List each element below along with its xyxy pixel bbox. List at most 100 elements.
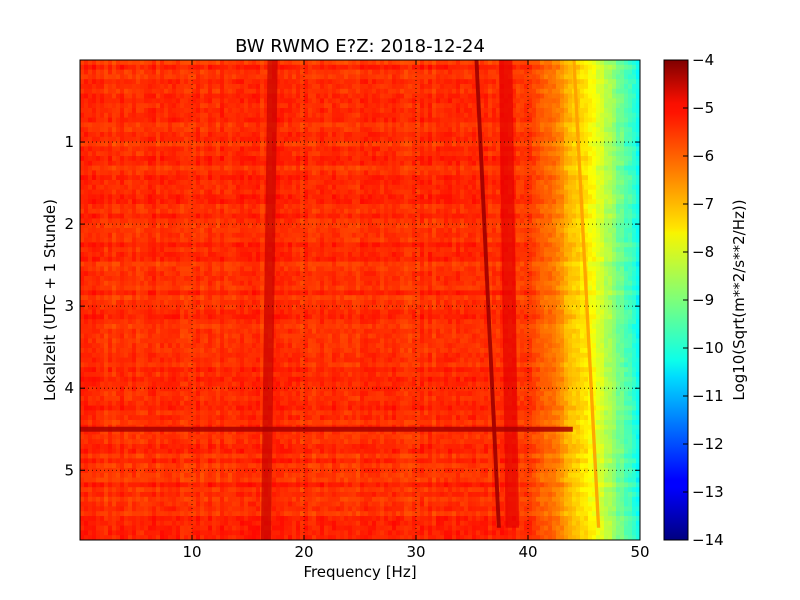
- heatmap-cell: [224, 132, 229, 138]
- heatmap-cell: [124, 458, 129, 464]
- heatmap-cell: [164, 156, 169, 162]
- heatmap-cell: [204, 60, 209, 66]
- heatmap-cell: [260, 204, 265, 210]
- heatmap-cell: [164, 64, 169, 71]
- heatmap-cell: [252, 520, 257, 527]
- heatmap-cell: [116, 199, 121, 205]
- heatmap-cell: [200, 496, 205, 503]
- heatmap-cell: [248, 434, 253, 440]
- heatmap-cell: [152, 295, 157, 301]
- heatmap-cell: [124, 213, 129, 219]
- heatmap-cell: [120, 242, 125, 248]
- heatmap-cell: [244, 237, 249, 243]
- heatmap-cell: [176, 69, 181, 75]
- heatmap-cell: [216, 439, 221, 445]
- heatmap-cell: [188, 160, 193, 167]
- heatmap-cell: [196, 146, 201, 152]
- heatmap-cell: [160, 405, 165, 411]
- heatmap-cell: [228, 237, 233, 243]
- heatmap-cell: [200, 362, 205, 368]
- heatmap-cell: [80, 314, 85, 320]
- heatmap-cell: [212, 151, 217, 157]
- heatmap-cell: [248, 84, 253, 90]
- heatmap-cell: [144, 136, 149, 143]
- heatmap-cell: [120, 381, 125, 387]
- heatmap-cell: [168, 204, 173, 210]
- heatmap-cell: [204, 463, 209, 469]
- heatmap-cell: [100, 290, 105, 296]
- heatmap-cell: [132, 74, 137, 80]
- heatmap-cell: [248, 396, 253, 402]
- heatmap-cell: [248, 525, 253, 531]
- heatmap-cell: [200, 108, 205, 114]
- heatmap-cell: [84, 328, 89, 335]
- heatmap-cell: [172, 151, 177, 157]
- heatmap-cell: [248, 520, 253, 527]
- heatmap-cell: [228, 516, 233, 522]
- heatmap-cell: [244, 429, 249, 435]
- heatmap-cell: [164, 463, 169, 469]
- heatmap-cell: [88, 496, 93, 503]
- heatmap-cell: [208, 84, 213, 90]
- heatmap-cell: [88, 448, 93, 455]
- heatmap-cell: [164, 506, 169, 512]
- heatmap-cell: [256, 501, 261, 507]
- heatmap-cell: [112, 74, 117, 80]
- heatmap-cell: [112, 468, 117, 474]
- heatmap-cell: [256, 127, 261, 133]
- heatmap-cell: [112, 290, 117, 296]
- heatmap-cell: [228, 108, 233, 114]
- heatmap-cell: [80, 376, 85, 383]
- heatmap-cell: [260, 180, 265, 186]
- heatmap-cell: [136, 314, 141, 320]
- heatmap-cell: [104, 453, 109, 459]
- heatmap-cell: [224, 60, 229, 66]
- heatmap-cell: [172, 458, 177, 464]
- heatmap-cell: [248, 468, 253, 474]
- heatmap-cell: [140, 338, 145, 344]
- heatmap-cell: [120, 348, 125, 354]
- heatmap-cell: [160, 175, 165, 181]
- heatmap-cell: [120, 69, 125, 75]
- heatmap-cell: [136, 199, 141, 205]
- heatmap-cell: [200, 376, 205, 383]
- heatmap-cell: [160, 242, 165, 248]
- heatmap-cell: [240, 516, 245, 522]
- heatmap-cell: [84, 146, 89, 152]
- heatmap-cell: [204, 343, 209, 349]
- heatmap-cell: [192, 242, 197, 248]
- heatmap-cell: [148, 472, 153, 479]
- heatmap-cell: [108, 348, 113, 354]
- heatmap-cell: [160, 88, 165, 95]
- heatmap-cell: [168, 439, 173, 445]
- heatmap-cell: [144, 328, 149, 335]
- heatmap-cell: [252, 410, 257, 416]
- heatmap-cell: [216, 516, 221, 522]
- heatmap-cell: [176, 228, 181, 234]
- heatmap-cell: [136, 472, 141, 479]
- heatmap-cell: [252, 516, 257, 522]
- heatmap-cell: [164, 535, 169, 540]
- heatmap-cell: [228, 410, 233, 416]
- heatmap-cell: [104, 74, 109, 80]
- heatmap-cell: [188, 357, 193, 363]
- heatmap-cell: [236, 448, 241, 455]
- heatmap-cell: [144, 261, 149, 267]
- heatmap-cell: [104, 530, 109, 536]
- heatmap-cell: [96, 290, 101, 296]
- heatmap-cell: [136, 468, 141, 474]
- heatmap-cell: [228, 189, 233, 195]
- heatmap-cell: [96, 501, 101, 507]
- heatmap-cell: [92, 165, 97, 171]
- heatmap-cell: [188, 396, 193, 402]
- heatmap-cell: [180, 309, 185, 315]
- heatmap-cell: [260, 189, 265, 195]
- heatmap-cell: [108, 218, 113, 224]
- heatmap-cell: [228, 496, 233, 503]
- heatmap-cell: [140, 343, 145, 349]
- heatmap-cell: [172, 208, 177, 215]
- heatmap-cell: [148, 400, 153, 407]
- heatmap-cell: [272, 506, 277, 512]
- heatmap-cell: [176, 420, 181, 426]
- heatmap-cell: [148, 189, 153, 195]
